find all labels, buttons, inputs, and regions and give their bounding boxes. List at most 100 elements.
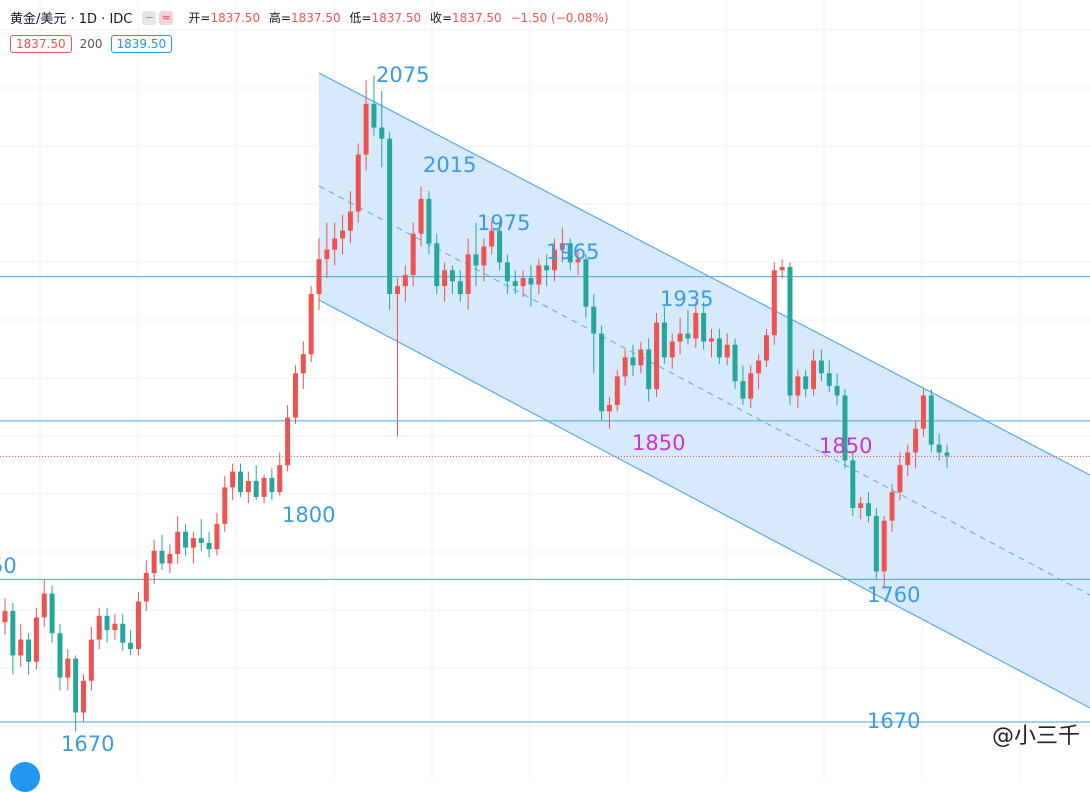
candle-body [661,322,667,358]
candle-body [944,452,950,456]
candle-body [724,344,730,358]
candle-body [73,658,79,713]
high-label: 高= [268,11,291,25]
candle-body [599,333,605,412]
candle-body [575,259,581,263]
candle-body [709,338,714,342]
candle-body [928,395,934,445]
tradingview-logo-icon[interactable] [10,762,40,792]
candle-body [410,233,416,275]
candle-body [245,481,251,493]
candle-body [355,154,361,212]
candle-body [646,349,652,390]
candle-body [332,238,338,250]
candle-body [206,542,212,550]
candle-body [81,680,86,713]
candle-body [583,259,589,307]
annotation-label: 1935 [660,287,713,311]
candle-body [842,395,848,461]
compare-wave-icon[interactable]: ≈ [159,10,174,25]
open-value: 1837.50 [210,11,261,25]
candle-body [818,360,824,374]
candle-body [402,274,408,287]
low-value: 1837.50 [371,11,422,25]
annotation-label: 1670 [61,732,114,756]
candle-body [387,138,393,294]
candle-body [850,460,856,508]
candle-body [175,531,181,554]
candle-body [552,249,557,271]
candle-body [748,373,754,399]
candle-body [740,381,746,399]
annotation-label: 50 [0,554,17,578]
annotation-label: 1965 [546,240,599,264]
trend-channel [318,72,1090,709]
channel-midline [318,185,1090,596]
channel-fill [319,73,1090,708]
symbol-header: 黄金/美元 · 1D · IDC − ≈ 开=1837.50 高=1837.50… [10,8,614,27]
candle-body [128,642,134,650]
candle-body [300,354,306,374]
candle-body [481,246,487,266]
annotation-label: 2015 [423,153,476,177]
candle-body [913,428,919,453]
candle-body [630,357,636,366]
annotation-label: 1850 [632,431,685,455]
candle-body [10,611,16,656]
candle-body [803,376,809,390]
candle-body [135,601,141,650]
candle-body [442,270,448,287]
candle-body [811,360,817,390]
candle-body [905,452,911,466]
buy-price-pill[interactable]: 1839.50 [110,35,173,53]
candle-body [434,243,440,287]
candle-body [143,572,149,602]
support-resistance-lines [0,276,1090,723]
high-value: 1837.50 [290,11,341,25]
watermark-text: @小三千 [991,724,1080,749]
candle-body [292,373,298,418]
annotation-label: 1760 [867,583,920,607]
annotation-label: 2075 [376,63,429,87]
candle-body [261,477,267,497]
minus-icon[interactable]: − [142,10,157,25]
price-pills: 1837.50 200 1839.50 [10,35,173,53]
candle-body [897,465,903,493]
candle-body [716,338,722,358]
candle-body [88,639,94,681]
sell-price-pill[interactable]: 1837.50 [10,35,72,53]
candle-body [504,262,510,282]
candle-body [33,617,39,662]
candle-body [214,523,220,550]
candle-body [873,515,879,572]
candle-body [347,211,353,231]
candle-body [316,259,322,294]
candle-body [858,503,864,508]
candle-body [536,265,542,285]
candle-body [222,487,228,524]
candle-body [395,286,400,294]
candle-body [701,313,707,342]
candle-body [677,333,683,342]
candle-body [497,230,503,263]
candle-body [834,385,840,396]
candle-body [787,267,793,396]
candle-body [104,615,110,631]
symbol-title[interactable]: 黄金/美元 · 1D · IDC [10,12,133,27]
ohlc-readout: 开=1837.50 高=1837.50 低=1837.50 收=1837.50 … [188,9,613,26]
candle-body [198,538,204,543]
candle-body [654,322,660,390]
candle-body [685,333,691,339]
channel-lower-line [318,299,1090,709]
price-annotations: 2075 2015 1975 1965 1935 1850 1850 1800 1760 1670… [0,63,920,756]
candle-body [285,417,291,466]
candle-body [167,553,173,564]
candle-body [371,103,377,128]
candle-body [826,373,832,386]
candle-body [269,477,275,493]
candlesticks [2,75,950,732]
candle-body [41,593,47,618]
candle-body [457,281,463,294]
candle-body [512,281,518,287]
